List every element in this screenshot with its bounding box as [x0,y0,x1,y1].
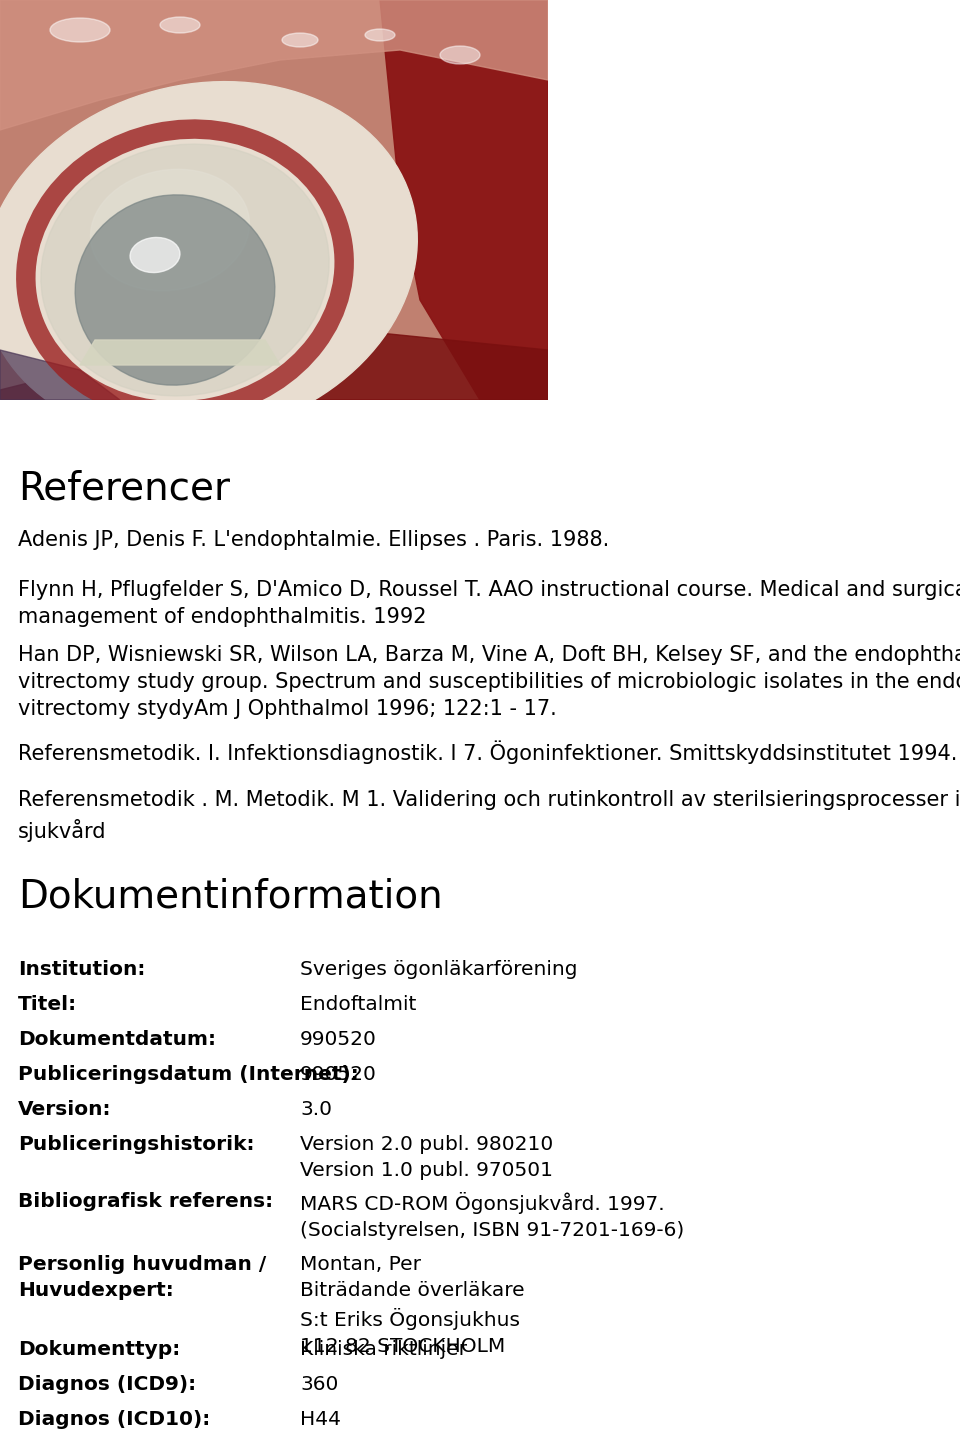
Text: Version 2.0 publ. 980210
Version 1.0 publ. 970501: Version 2.0 publ. 980210 Version 1.0 pub… [300,1135,553,1180]
Text: Referensmetodik. I. Infektionsdiagnostik. I 7. Ögoninfektioner. Smittskyddsinsti: Referensmetodik. I. Infektionsdiagnostik… [18,740,957,763]
Text: Montan, Per
Biträdande överläkare
S:t Eriks Ögonsjukhus
112 82 STOCKHOLM: Montan, Per Biträdande överläkare S:t Er… [300,1255,524,1355]
Text: Dokumenttyp:: Dokumenttyp: [18,1340,180,1359]
Text: Referencer: Referencer [18,470,230,508]
Text: Publiceringshistorik:: Publiceringshistorik: [18,1135,254,1154]
Ellipse shape [282,33,318,48]
Text: 3.0: 3.0 [300,1100,332,1119]
Text: Titel:: Titel: [18,995,77,1014]
Polygon shape [0,330,548,401]
Text: H44: H44 [300,1410,341,1429]
Polygon shape [0,350,120,401]
Text: MARS CD-ROM Ögonsjukvård. 1997.
(Socialstyrelsen, ISBN 91-7201-169-6): MARS CD-ROM Ögonsjukvård. 1997. (Socials… [300,1192,684,1239]
Text: 360: 360 [300,1375,338,1394]
Text: Diagnos (ICD9):: Diagnos (ICD9): [18,1375,196,1394]
Text: Institution:: Institution: [18,960,145,979]
Ellipse shape [365,29,395,40]
Polygon shape [0,0,548,401]
Ellipse shape [160,17,200,33]
Ellipse shape [90,169,250,291]
Text: Referensmetodik . M. Metodik. M 1. Validering och rutinkontroll av sterilsiering: Referensmetodik . M. Metodik. M 1. Valid… [18,790,960,842]
Text: Han DP, Wisniewski SR, Wilson LA, Barza M, Vine A, Doft BH, Kelsey SF, and the e: Han DP, Wisniewski SR, Wilson LA, Barza … [18,645,960,720]
Text: Diagnos (ICD10):: Diagnos (ICD10): [18,1410,210,1429]
Text: Dokumentinformation: Dokumentinformation [18,878,443,915]
Ellipse shape [75,195,275,385]
Text: Dokumentdatum:: Dokumentdatum: [18,1030,216,1048]
Text: Sveriges ögonläkarförening: Sveriges ögonläkarförening [300,960,578,979]
Polygon shape [80,340,280,364]
Text: Bibliografisk referens:: Bibliografisk referens: [18,1192,274,1210]
Ellipse shape [440,46,480,64]
Ellipse shape [41,145,329,396]
Ellipse shape [50,17,110,42]
Text: Kliniska riktlinjer: Kliniska riktlinjer [300,1340,467,1359]
Text: Adenis JP, Denis F. L'endophtalmie. Ellipses . Paris. 1988.: Adenis JP, Denis F. L'endophtalmie. Elli… [18,531,610,549]
Text: Flynn H, Pflugfelder S, D'Amico D, Roussel T. AAO instructional course. Medical : Flynn H, Pflugfelder S, D'Amico D, Rouss… [18,580,960,628]
Text: Publiceringsdatum (Internet):: Publiceringsdatum (Internet): [18,1066,359,1084]
Polygon shape [380,0,548,401]
Text: 990520: 990520 [300,1030,377,1048]
Ellipse shape [0,81,418,438]
Polygon shape [0,0,548,130]
Text: 990520: 990520 [300,1066,377,1084]
Text: Version:: Version: [18,1100,111,1119]
Text: Endoftalmit: Endoftalmit [300,995,417,1014]
Ellipse shape [130,237,180,272]
Text: Personlig huvudman /
Huvudexpert:: Personlig huvudman / Huvudexpert: [18,1255,266,1300]
